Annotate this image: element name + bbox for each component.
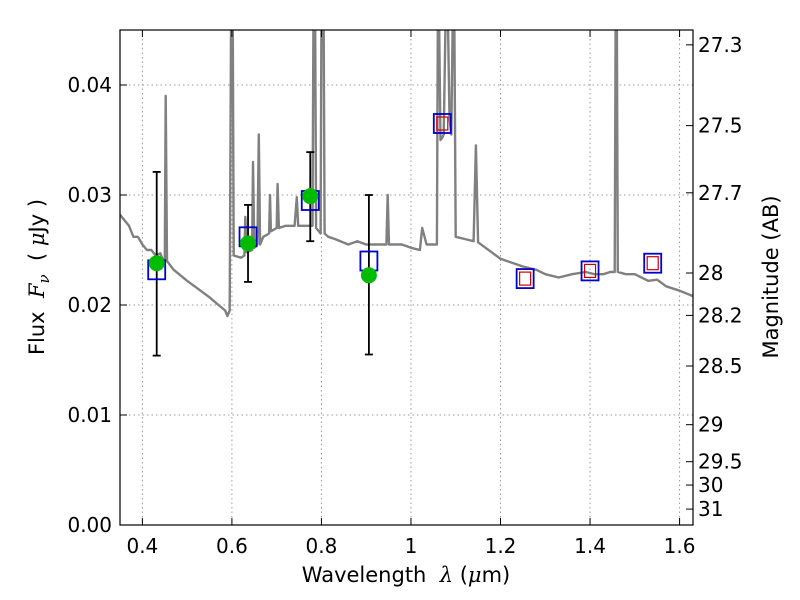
observed-point (148, 255, 165, 272)
y2-tick-label: 30 (698, 473, 723, 497)
plot-background (120, 30, 693, 525)
y-tick-label: 0.03 (67, 183, 112, 207)
x-tick-label: 0.6 (216, 534, 248, 558)
plot-frame (119, 29, 694, 526)
y2-tick-label: 29.5 (698, 450, 743, 474)
y2-axis-label: Magnitude (AB) (759, 195, 783, 358)
model-square (643, 252, 663, 274)
x-axis-label: Wavelength λ (μm) (302, 563, 510, 587)
y2-tick-label: 31 (698, 497, 723, 521)
model-square-inner (583, 263, 597, 278)
y2-tick-label: 29 (698, 413, 723, 437)
y2-tick-label: 28.5 (698, 354, 743, 378)
model-square-inner (519, 271, 532, 286)
y-tick-label: 0.00 (67, 513, 112, 537)
y2-tick-label: 27.7 (698, 181, 743, 205)
y2-tick-label: 27.3 (698, 33, 743, 57)
x-tick-label: 1.4 (574, 534, 606, 558)
model-square (515, 268, 535, 290)
x-axis-ticks: 0.4 0.6 0.8 1 1.2 1.4 1.6 (126, 30, 695, 558)
x-tick-label: 1.6 (664, 534, 696, 558)
y-tick-label: 0.02 (67, 293, 112, 317)
model-square-inner (646, 256, 659, 271)
x-tick-label: 0.8 (306, 534, 338, 558)
x-tick-label: 1.2 (485, 534, 517, 558)
x-tick-label: 0.4 (126, 534, 158, 558)
y-axis-label: Flux Fν ( μJy ) (25, 199, 53, 355)
y-tick-label: 0.04 (67, 73, 112, 97)
observed-photometry (148, 188, 377, 284)
model-square-inner (436, 116, 449, 131)
x-tick-label: 1 (405, 534, 418, 558)
observed-point (302, 188, 319, 205)
y-tick-label: 0.01 (67, 403, 112, 427)
model-square (432, 113, 452, 134)
sed-model-curve (120, 30, 693, 318)
y2-tick-label: 27.5 (698, 114, 743, 138)
y-axis-ticks: 0.00 0.01 0.02 0.03 0.04 (67, 73, 127, 537)
observed-point (360, 267, 377, 284)
model-square (580, 260, 600, 282)
y2-tick-label: 28 (698, 261, 723, 285)
observed-point (240, 235, 257, 252)
y2-tick-label: 28.2 (698, 303, 743, 327)
